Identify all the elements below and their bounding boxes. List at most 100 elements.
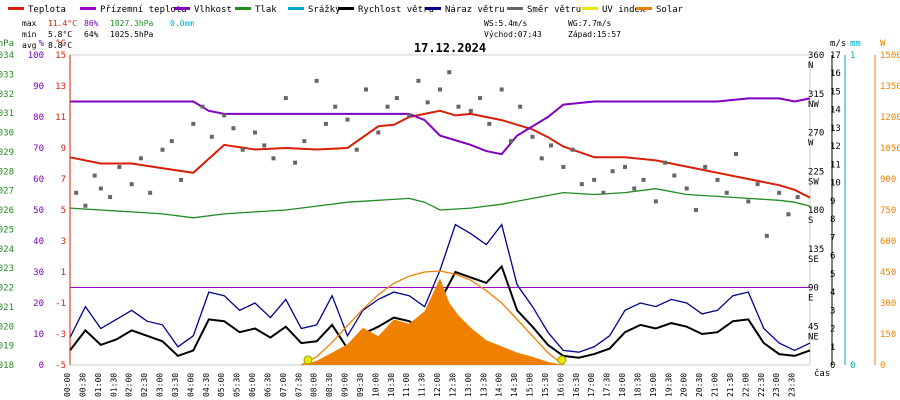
axis-tick: 20	[33, 299, 44, 309]
x-tick: 12:30	[448, 373, 457, 397]
series-line	[69, 188, 811, 219]
series-line	[300, 270, 564, 366]
axis-tick: 15	[55, 51, 66, 61]
axis-tick: N	[808, 61, 813, 71]
direction-point	[663, 160, 668, 165]
axis-tick: 11	[830, 160, 841, 170]
x-tick: 02:30	[140, 373, 149, 397]
direction-point	[684, 186, 689, 191]
axis-tick: 1022	[0, 284, 14, 294]
axis-tick: 15	[830, 87, 841, 97]
axis-tick: 7	[61, 175, 66, 185]
direction-point	[715, 177, 720, 182]
direction-point	[549, 143, 553, 148]
axis-tick: 600	[880, 237, 896, 247]
x-tick: 04:30	[202, 373, 211, 397]
axis-tick: 1033	[0, 70, 14, 80]
legend-label: Rychlost větru	[358, 5, 434, 15]
direction-point	[117, 164, 122, 169]
x-tick: 14:00	[495, 373, 504, 397]
direction-point	[641, 177, 646, 182]
direction-point	[518, 104, 523, 109]
direction-point	[108, 195, 113, 200]
axis-tick: 1021	[0, 303, 14, 313]
legend-label: Teplota	[28, 5, 66, 15]
axis-unit: m/s	[830, 39, 846, 49]
axis-tick: 4	[830, 288, 835, 298]
direction-point	[623, 164, 627, 169]
axis-tick: 135	[808, 245, 824, 255]
legend-swatch	[338, 7, 354, 10]
stats-min-press: 1025.5hPa	[110, 30, 154, 39]
x-label: čas	[814, 368, 830, 379]
x-tick: 01:30	[109, 373, 118, 397]
axis-tick: 50	[33, 206, 44, 216]
axis-tick: SE	[808, 255, 819, 265]
axis-tick: 270	[808, 129, 824, 139]
axis-tick: 1026	[0, 206, 14, 216]
direction-point	[253, 130, 257, 135]
stats-avg-label: avg	[22, 41, 37, 50]
legend-label: Srážky	[308, 5, 341, 15]
direction-point	[262, 143, 267, 148]
axis-tick: 1	[850, 51, 855, 61]
x-tick: 01:00	[94, 373, 103, 397]
axis-tick: 90	[808, 284, 819, 294]
x-tick: 09:30	[356, 373, 365, 397]
legend-swatch	[288, 7, 304, 10]
x-tick: 15:30	[541, 373, 550, 397]
x-tick: 23:00	[772, 373, 781, 397]
legend-swatch	[80, 7, 96, 10]
direction-point	[138, 156, 143, 161]
x-tick: 06:00	[248, 373, 257, 397]
series-line	[69, 109, 811, 199]
direction-point	[724, 190, 729, 195]
direction-point	[333, 104, 338, 109]
direction-point	[83, 203, 88, 208]
x-tick: 03:30	[171, 373, 180, 397]
direction-point	[601, 190, 606, 195]
direction-point	[407, 113, 412, 118]
direction-point	[323, 121, 328, 126]
direction-point	[314, 78, 319, 83]
axis-tick: 14	[830, 106, 841, 116]
direction-point	[200, 104, 205, 109]
axis-tick: SW	[808, 177, 819, 187]
axis-tick: 17	[830, 51, 841, 61]
x-tick: 19:00	[649, 373, 658, 397]
axis-tick: 30	[33, 268, 44, 278]
legend-swatch	[636, 7, 652, 10]
stats-max-hum: 86%	[84, 19, 99, 28]
axis-tick: 13	[55, 82, 66, 92]
x-tick: 11:00	[402, 373, 411, 397]
axis-tick: 1350	[880, 82, 900, 92]
stats-max-rain: 0.0mm	[170, 19, 194, 28]
direction-point	[425, 100, 430, 105]
direction-point	[693, 208, 698, 212]
x-tick: 16:30	[572, 373, 581, 397]
axis-tick: W	[808, 139, 814, 149]
x-tick: 09:00	[341, 373, 350, 397]
direction-point	[179, 177, 183, 182]
axis-tick: 60	[33, 175, 44, 185]
axis-tick: 11	[55, 113, 66, 123]
x-tick: 03:00	[156, 373, 165, 397]
axis-tick: 5	[830, 270, 835, 280]
direction-point	[92, 173, 97, 178]
x-tick: 00:00	[63, 373, 72, 397]
x-tick: 02:00	[125, 373, 134, 397]
x-tick: 07:30	[294, 373, 303, 397]
x-tick: 16:00	[556, 373, 565, 397]
direction-point	[74, 190, 79, 195]
axis-tick: 16	[830, 69, 841, 79]
direction-point	[293, 160, 298, 165]
x-tick: 07:00	[279, 373, 288, 397]
stats-max-press: 1027.3hPa	[110, 19, 154, 28]
direction-point	[499, 87, 504, 92]
chart-title: 17.12.2024	[414, 41, 486, 55]
direction-point	[539, 156, 544, 161]
x-tick: 20:30	[695, 373, 704, 397]
direction-point	[468, 108, 473, 113]
